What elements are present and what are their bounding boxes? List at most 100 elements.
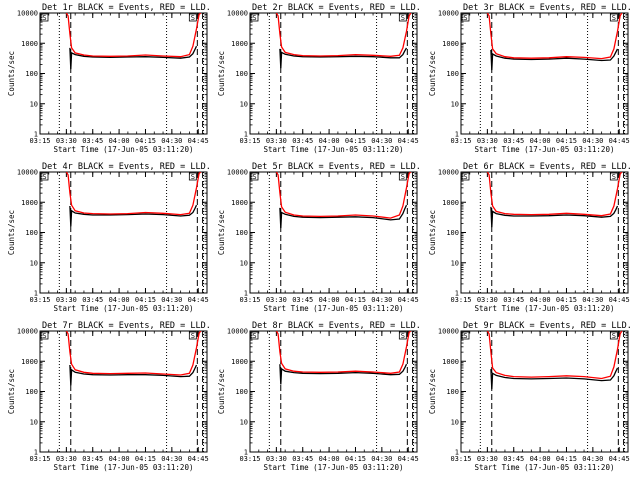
panel-title: Det 5r BLACK = Events, RED = LLD. [252,162,421,172]
plot-frame [39,12,208,135]
x-tick-label: 03:45 [82,455,103,463]
y-tick-label: 1000 [442,199,459,207]
plot-frame [249,12,418,135]
x-axis-label: Start Time (17-Jun-05 03:11:20) [264,145,404,154]
corner-marker-label: S [612,14,616,22]
lld-series-line [486,13,623,60]
x-tick-label: 03:45 [292,455,313,463]
y-tick-label: 10000 [227,169,248,177]
x-tick-label: 04:30 [371,137,392,145]
panel-title: Det 9r BLACK = Events, RED = LLD. [463,321,632,331]
plot-frame [460,12,629,135]
y-tick-label: 1 [34,290,38,298]
x-tick-label: 04:15 [556,137,577,145]
corner-marker-box [609,13,618,22]
corner-marker-box [250,331,259,340]
panel-title: Det 3r BLACK = Events, RED = LLD. [463,3,632,13]
x-tick-label: 03:30 [477,137,498,145]
lld-series-line [486,172,623,217]
detector-panel: Det 4r BLACK = Events, RED = LLD. 1 10 100 1… [7,162,211,313]
corner-marker-label: S [42,173,46,181]
y-tick-label: 1 [34,131,38,139]
x-tick-label: 04:30 [161,296,182,304]
x-tick-label: 03:15 [450,296,471,304]
corner-marker-label: S [463,332,467,340]
y-axis-label: Counts/sec [7,51,16,96]
x-tick-label: 04:15 [135,137,156,145]
y-axis-label: Counts/sec [217,51,226,96]
y-tick-label: 10000 [438,169,459,177]
x-tick-label: 03:15 [29,137,50,145]
y-tick-label: 10 [451,418,459,426]
detector-panel: Det 6r BLACK = Events, RED = LLD. 1 10 100 1… [428,162,632,313]
x-tick-label: 03:45 [503,455,524,463]
x-tick-label: 04:45 [188,455,209,463]
y-tick-label: 100 [446,229,459,237]
x-tick-label: 04:30 [582,455,603,463]
y-axis-label: Counts/sec [7,369,16,414]
y-tick-label: 100 [235,388,248,396]
x-tick-label: 04:45 [398,296,419,304]
y-tick-label: 10000 [227,328,248,336]
plot-frame [460,171,629,294]
lld-series-line [275,331,412,374]
y-tick-label: 10000 [438,10,459,18]
y-tick-label: 10 [240,418,248,426]
x-axis-label: Start Time (17-Jun-05 03:11:20) [475,463,615,472]
y-tick-label: 100 [235,229,248,237]
x-tick-label: 04:45 [188,296,209,304]
y-axis-label: Counts/sec [428,51,437,96]
y-tick-label: 1 [34,449,38,457]
corner-marker-label: S [42,332,46,340]
y-tick-label: 100 [446,388,459,396]
detector-panel: Det 7r BLACK = Events, RED = LLD. 1 10 100 1… [7,321,211,472]
corner-marker-box [461,172,470,181]
corner-marker-box [609,331,618,340]
x-tick-label: 04:00 [319,296,340,304]
detector-panel: Det 2r BLACK = Events, RED = LLD. 1 10 100 1… [217,3,421,154]
y-tick-label: 10 [240,100,248,108]
y-tick-label: 1000 [442,40,459,48]
corner-marker-box [398,331,407,340]
y-tick-label: 100 [25,70,38,78]
corner-marker-label: S [463,173,467,181]
x-tick-label: 04:00 [109,455,130,463]
x-tick-label: 03:30 [56,296,77,304]
panel-title: Det 6r BLACK = Events, RED = LLD. [463,162,632,172]
detector-panel: Det 1r BLACK = Events, RED = LLD. 1 10 100 1… [7,3,211,154]
x-tick-label: 03:45 [503,137,524,145]
x-axis-label: Start Time (17-Jun-05 03:11:20) [475,304,615,313]
detector-panel: Det 9r BLACK = Events, RED = LLD. 1 10 100 1… [428,321,632,472]
x-tick-label: 04:00 [319,137,340,145]
plot-frame [39,171,208,294]
events-series-line [490,205,619,228]
corner-marker-label: S [191,332,195,340]
corner-marker-box [461,13,470,22]
y-axis-label: Counts/sec [428,369,437,414]
y-tick-label: 1 [455,290,459,298]
events-series-line [69,204,198,227]
corner-marker-box [188,331,197,340]
events-series-line [490,367,619,390]
y-tick-label: 1000 [231,199,248,207]
lld-series-line [65,13,202,58]
lld-series-line [275,13,412,57]
plot-frame [249,171,418,294]
plot-frame [249,330,418,453]
x-tick-label: 04:45 [609,296,630,304]
x-tick-label: 04:15 [345,137,366,145]
corner-marker-box [398,172,407,181]
detector-panel: Det 5r BLACK = Events, RED = LLD. 1 10 100 1… [217,162,421,313]
corner-marker-label: S [42,14,46,22]
x-axis-label: Start Time (17-Jun-05 03:11:20) [54,304,194,313]
corner-marker-label: S [252,332,256,340]
corner-marker-box [609,172,618,181]
corner-marker-box [40,331,49,340]
x-tick-label: 03:30 [477,455,498,463]
lld-series-line [65,331,202,376]
y-tick-label: 1000 [21,358,38,366]
corner-marker-box [250,172,259,181]
x-tick-label: 04:30 [582,137,603,145]
y-tick-label: 100 [25,388,38,396]
x-tick-label: 04:30 [371,296,392,304]
